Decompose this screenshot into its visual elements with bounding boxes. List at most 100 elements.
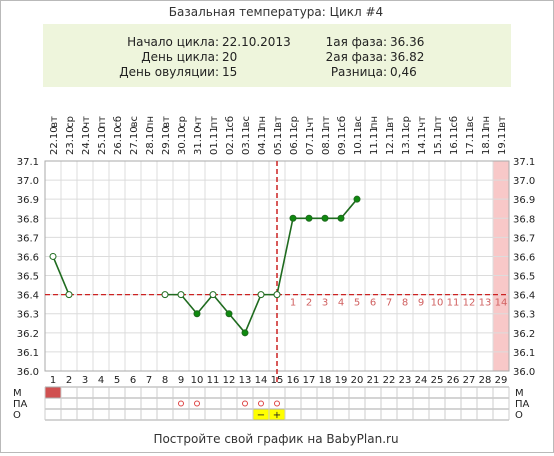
weekday-label: вт bbox=[49, 116, 60, 128]
day-number: 5 bbox=[114, 375, 120, 386]
day-number: 26 bbox=[447, 375, 460, 386]
y-tick-label-right: 36.7 bbox=[513, 233, 535, 244]
intercourse-mark bbox=[178, 400, 184, 407]
menstruation-cell bbox=[45, 387, 61, 398]
temperature-point bbox=[305, 214, 313, 222]
temperature-point bbox=[49, 252, 57, 260]
temperature-point bbox=[241, 329, 249, 337]
weekday-label: пт bbox=[433, 116, 444, 129]
date-label: 02.11 bbox=[225, 126, 236, 155]
temperature-point bbox=[225, 310, 233, 318]
summary-panel bbox=[43, 24, 511, 87]
day-number: 18 bbox=[319, 375, 332, 386]
day-number: 13 bbox=[239, 375, 252, 386]
date-label: 09.11 bbox=[337, 126, 348, 155]
y-tick-label-left: 36.0 bbox=[17, 367, 39, 378]
y-tick-label-right: 37.0 bbox=[513, 176, 535, 187]
weekday-label: пн bbox=[145, 116, 156, 129]
day-number: 4 bbox=[98, 375, 104, 386]
date-label: 03.11 bbox=[241, 126, 252, 155]
cycle-start-label: Начало цикла: bbox=[127, 35, 219, 49]
y-tick-label-right: 36.2 bbox=[513, 329, 535, 340]
row-label-right: О bbox=[515, 410, 523, 421]
phase-day-number: 8 bbox=[402, 298, 408, 309]
date-label: 01.11 bbox=[209, 126, 220, 155]
day-number: 20 bbox=[351, 375, 364, 386]
temperature-point bbox=[337, 214, 345, 222]
date-label: 13.11 bbox=[401, 126, 412, 155]
date-label: 16.11 bbox=[449, 126, 460, 155]
weekday-label: сб bbox=[113, 116, 124, 128]
weekday-label: вт bbox=[161, 116, 172, 128]
y-tick-label-left: 36.6 bbox=[17, 252, 39, 263]
ovulation-test-result: + bbox=[273, 410, 281, 421]
phase1-value: 36.36 bbox=[390, 35, 424, 49]
date-label: 26.10 bbox=[113, 126, 124, 155]
temperature-point bbox=[177, 291, 185, 299]
date-label: 17.11 bbox=[465, 126, 476, 155]
row-label-left: М bbox=[13, 388, 22, 399]
day-number: 29 bbox=[495, 375, 508, 386]
chart-title: Базальная температура: Цикл #4 bbox=[169, 5, 383, 19]
weekday-label: ср bbox=[289, 116, 300, 128]
y-tick-label-left: 36.7 bbox=[17, 233, 39, 244]
row-label-right: М bbox=[515, 388, 524, 399]
weekday-label: вт bbox=[385, 116, 396, 128]
date-label: 28.10 bbox=[145, 126, 156, 155]
date-label: 06.11 bbox=[289, 126, 300, 155]
intercourse-mark bbox=[274, 400, 280, 407]
date-label: 04.11 bbox=[257, 126, 268, 155]
temperature-point bbox=[161, 291, 169, 299]
date-label: 12.11 bbox=[385, 126, 396, 155]
moon-icon bbox=[322, 165, 330, 181]
y-tick-label-left: 36.3 bbox=[17, 310, 39, 321]
day-number: 14 bbox=[255, 375, 268, 386]
phase-day-number: 12 bbox=[463, 298, 476, 309]
phase1-label: 1ая фаза: bbox=[326, 35, 387, 49]
date-label: 27.10 bbox=[129, 126, 140, 155]
date-label: 25.10 bbox=[97, 126, 108, 155]
weekday-label: пт bbox=[97, 116, 108, 129]
phase-day-number: 14 bbox=[495, 298, 508, 309]
weekday-label: ср bbox=[65, 116, 76, 128]
y-tick-label-left: 36.8 bbox=[17, 214, 39, 225]
day-number: 9 bbox=[178, 375, 184, 386]
weekday-label: чт bbox=[193, 116, 204, 128]
date-label: 30.10 bbox=[177, 126, 188, 155]
day-number: 28 bbox=[479, 375, 492, 386]
y-tick-label-left: 36.9 bbox=[17, 195, 39, 206]
phase-day-number: 11 bbox=[447, 298, 460, 309]
weekday-label: чт bbox=[305, 116, 316, 128]
ovulation-day-value: 15 bbox=[222, 65, 237, 79]
weekday-label: сб bbox=[449, 116, 460, 128]
phase-day-number: 5 bbox=[354, 298, 360, 309]
day-number: 15 bbox=[271, 375, 284, 386]
cycle-day-label: День цикла: bbox=[141, 50, 219, 64]
footer-link[interactable]: Постройте свой график на BabyPlan.ru bbox=[153, 432, 398, 446]
y-tick-label-left: 37.1 bbox=[17, 157, 39, 168]
row-label-left: ПА bbox=[13, 399, 28, 410]
plot-area: 37.1 37.1 37.0 37.0 36.9 36.9 36.8 36.8 36.7 36.7… bbox=[13, 116, 535, 421]
y-tick-label-left: 36.4 bbox=[17, 291, 39, 302]
cycle-start-value: 22.10.2013 bbox=[222, 35, 291, 49]
weekday-label: сб bbox=[225, 116, 236, 128]
day-number: 2 bbox=[66, 375, 72, 386]
weekday-label: пн bbox=[481, 116, 492, 129]
weekday-label: вс bbox=[465, 116, 476, 127]
difference-value: 0,46 bbox=[390, 65, 417, 79]
temperature-point bbox=[321, 214, 329, 222]
phase-day-number: 4 bbox=[338, 298, 344, 309]
date-label: 31.10 bbox=[193, 126, 204, 155]
date-label: 05.11 bbox=[273, 126, 284, 155]
phase-day-number: 10 bbox=[431, 298, 444, 309]
ovulation-test-cell bbox=[269, 409, 285, 420]
weekday-label: пн bbox=[257, 116, 268, 129]
y-tick-label-left: 36.2 bbox=[17, 329, 39, 340]
weekday-label: ср bbox=[401, 116, 412, 128]
day-number: 23 bbox=[399, 375, 412, 386]
temperature-line bbox=[52, 256, 70, 295]
weekday-label: сб bbox=[337, 116, 348, 128]
intercourse-mark bbox=[258, 400, 264, 407]
difference-label: Разница: bbox=[331, 65, 387, 79]
